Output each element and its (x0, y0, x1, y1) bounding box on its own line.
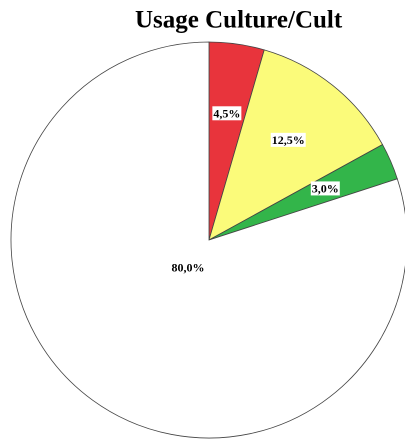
data-label: 3,0% (312, 181, 339, 195)
data-label: 80,0% (172, 261, 205, 275)
data-label-bg (270, 132, 306, 147)
pie-slice (10, 41, 405, 439)
data-label-bg (212, 106, 242, 121)
data-label: 4,5% (213, 106, 240, 120)
chart-title: Usage Culture/Cult (135, 7, 343, 34)
data-label-group: 12,5% (270, 132, 306, 147)
data-label: 12,5% (272, 133, 305, 147)
data-label-group: 4,5% (212, 106, 242, 121)
data-label-group: 3,0% (310, 181, 340, 196)
data-label-bg (310, 181, 340, 196)
data-label-bg (170, 260, 206, 275)
data-label-group: 80,0% (170, 260, 206, 275)
